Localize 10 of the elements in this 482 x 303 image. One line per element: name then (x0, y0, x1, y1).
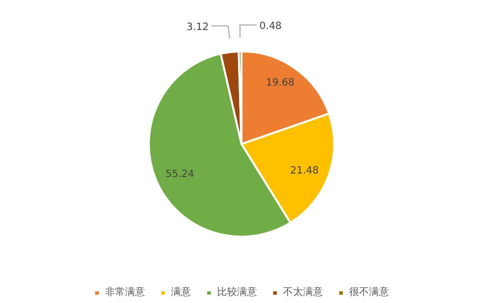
legend-label: 非常满意 (105, 286, 145, 299)
legend-label: 比较满意 (217, 286, 257, 299)
data-label: 3.12 (186, 22, 209, 33)
legend-label: 不太满意 (283, 286, 323, 299)
legend-label: 满意 (171, 286, 191, 299)
data-label: 0.48 (259, 20, 282, 32)
data-label: 55.24 (165, 169, 194, 180)
data-label: 19.68 (266, 78, 295, 89)
legend-label: 很不满意 (349, 286, 389, 299)
data-label: 21.48 (290, 166, 319, 177)
